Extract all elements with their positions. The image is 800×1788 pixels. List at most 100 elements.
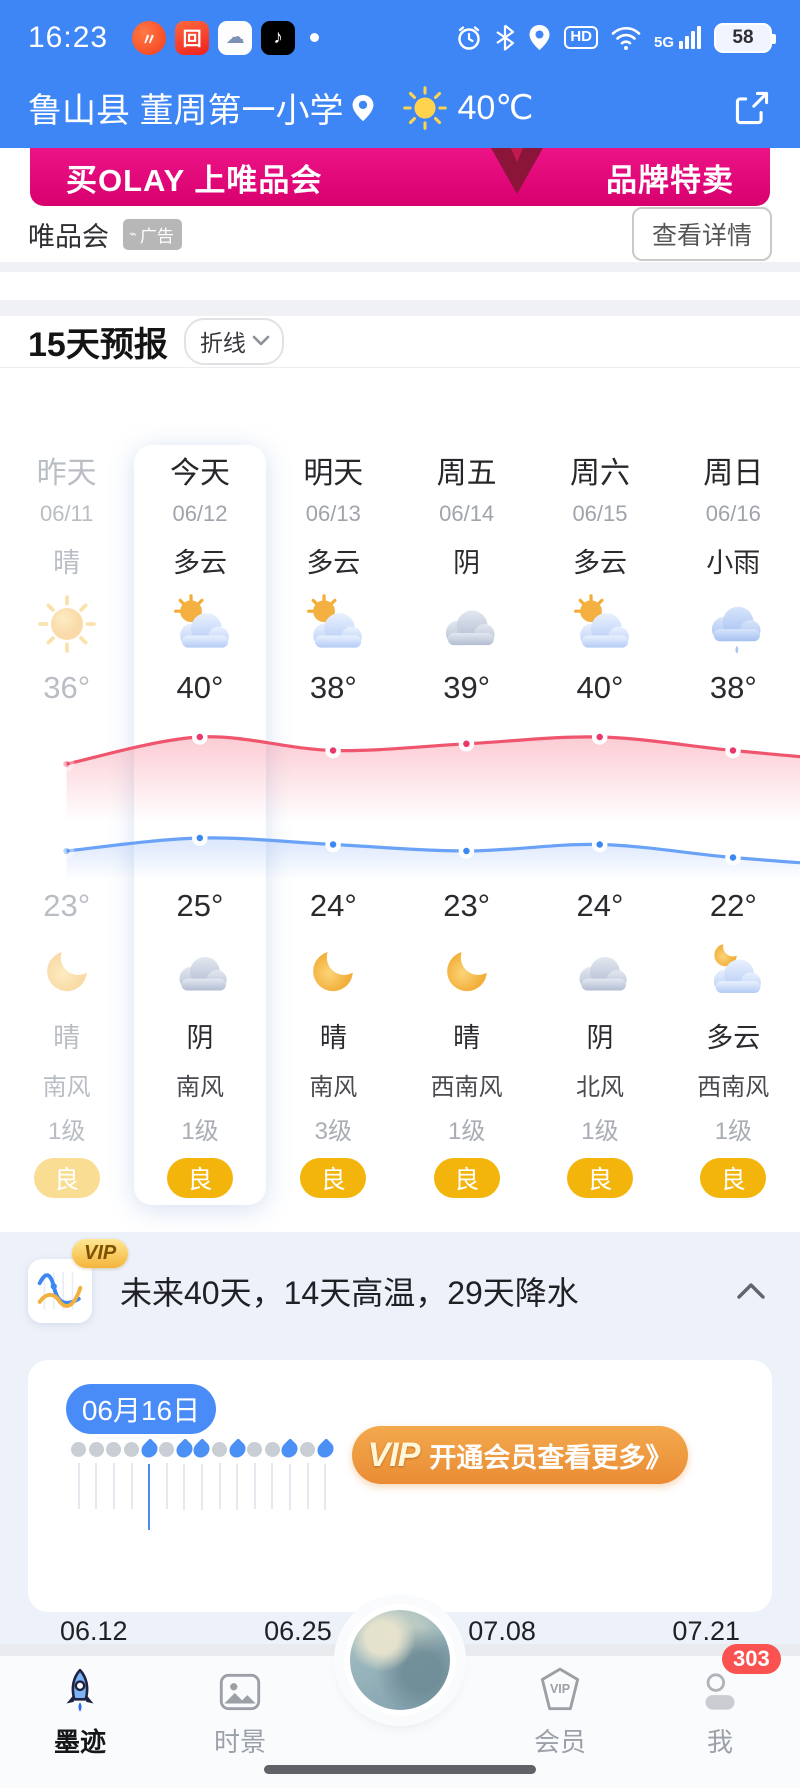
location-name: 鲁山县 董周第一小学 <box>28 92 344 130</box>
night-condition: 阴 <box>186 1022 214 1053</box>
high-temperature: 40° <box>176 670 224 705</box>
forecast-date[interactable]: 06/12 <box>172 501 228 526</box>
current-weather[interactable]: 40℃ <box>403 85 534 130</box>
ad-info-row: 唯品会 ⌁ 广告 查看详情 <box>0 206 800 262</box>
wind-level: 1级 <box>581 1117 619 1145</box>
wind-direction: 西南风 <box>697 1073 770 1101</box>
temperature-trend-chart <box>58 729 800 880</box>
aqi-badge[interactable]: 良 <box>33 1158 100 1198</box>
day-dot[interactable] <box>299 1442 317 1530</box>
nav-item-me[interactable]: 我 <box>640 1666 800 1759</box>
ad-banner[interactable]: 买OLAY 上唯品会 品牌特卖 <box>30 148 770 206</box>
forecast-date[interactable]: 06/16 <box>705 501 761 526</box>
forecast-date[interactable]: 06/15 <box>572 501 628 526</box>
wind-level: 1级 <box>714 1117 752 1145</box>
location-icon <box>529 25 550 50</box>
news-app-icon: 〃 <box>132 20 167 55</box>
day-dot[interactable] <box>211 1442 229 1530</box>
alarm-icon <box>458 25 481 50</box>
low-temperature: 25° <box>176 888 224 923</box>
forty-day-header[interactable]: VIP 未来40天，14天高温，29天降水 <box>28 1239 772 1330</box>
forecast-day-name[interactable]: 周五 <box>436 457 497 490</box>
day-dot[interactable] <box>70 1442 88 1530</box>
view-mode-label: 折线 <box>199 330 246 356</box>
selected-date-pill[interactable]: 06月16日 <box>66 1384 216 1434</box>
chevron-down-icon <box>252 335 270 346</box>
rain-day-dot[interactable] <box>225 1438 249 1530</box>
day-condition: 多云 <box>572 547 627 578</box>
aqi-badge[interactable]: 良 <box>300 1158 367 1198</box>
night-weather-icon <box>400 932 533 1008</box>
high-temperature: 38° <box>309 670 357 705</box>
clock: 16:23 <box>28 20 109 54</box>
rain-day-dot[interactable] <box>173 1438 196 1530</box>
forecast-date[interactable]: 06/11 <box>39 501 94 526</box>
aqi-badge[interactable]: 良 <box>700 1158 767 1198</box>
network-type: 5G <box>653 33 674 51</box>
rain-day-dot[interactable] <box>278 1438 302 1530</box>
forty-day-card: 06月16日 VIP 开通会员查看更多》 06.12 06.25 07.08 07.2… <box>28 1360 772 1646</box>
video-app-icon: 回 <box>175 20 210 55</box>
status-icons: HD 5G 58 <box>456 22 776 53</box>
douyin-app-icon: ♪ <box>261 20 296 55</box>
forecast-day-name[interactable]: 周六 <box>569 457 630 490</box>
home-indicator[interactable] <box>264 1765 536 1774</box>
day-dot[interactable] <box>264 1442 282 1530</box>
location-selector[interactable]: 鲁山县 董周第一小学 <box>28 83 375 132</box>
forty-day-chart-icon: VIP <box>28 1239 129 1323</box>
rain-day-dot[interactable] <box>137 1438 161 1530</box>
day-dot[interactable] <box>158 1442 176 1530</box>
forecast-day-name[interactable]: 今天 <box>169 457 230 490</box>
notification-count-badge: 303 <box>722 1644 781 1674</box>
aqi-badge[interactable]: 良 <box>166 1158 233 1198</box>
day-dot[interactable] <box>88 1442 106 1530</box>
low-temperature: 23° <box>43 888 91 923</box>
ad-banner-left-text: 买OLAY 上唯品会 <box>66 162 323 198</box>
day-condition: 多云 <box>172 547 227 578</box>
aqi-badge[interactable]: 良 <box>566 1158 633 1198</box>
bottom-navigation: 墨迹 时景 VIP 会员 我 303 <box>0 1604 800 1788</box>
collapse-chevron-up-icon[interactable] <box>736 1282 766 1300</box>
day-dot[interactable] <box>246 1442 264 1530</box>
nav-item-vip[interactable]: VIP 会员 <box>480 1666 640 1759</box>
forecast-date[interactable]: 06/13 <box>305 501 361 526</box>
day-dot[interactable] <box>123 1442 141 1530</box>
forecast-day-name[interactable]: 昨天 <box>36 457 97 490</box>
forty-day-axis-labels: 06.12 06.25 07.08 07.21 <box>28 1616 772 1647</box>
rain-day-dot[interactable] <box>313 1438 337 1530</box>
forecast-date[interactable]: 06/14 <box>439 501 495 526</box>
view-details-button[interactable]: 查看详情 <box>631 207 772 261</box>
axis-date-label: 07.21 <box>672 1616 740 1646</box>
forecast-day-name[interactable]: 明天 <box>303 457 364 490</box>
aqi-badge-cell: 良 <box>400 1150 533 1206</box>
section-divider <box>0 300 800 316</box>
day-dot[interactable] <box>105 1442 123 1530</box>
location-header: 鲁山县 董周第一小学 40℃ <box>0 75 800 148</box>
wind-level: 1级 <box>181 1117 219 1145</box>
battery-icon: 58 <box>714 22 776 53</box>
ad-label-badge: ⌁ 广告 <box>123 218 182 250</box>
low-temperature: 24° <box>309 888 357 923</box>
photo-icon <box>219 1673 261 1711</box>
high-temperature: 36° <box>43 670 91 705</box>
aqi-badge[interactable]: 良 <box>433 1158 500 1198</box>
nav-label: 我 <box>706 1727 733 1757</box>
wind-direction: 北风 <box>575 1073 624 1101</box>
wind-level: 1级 <box>447 1117 486 1145</box>
rain-day-dot[interactable] <box>190 1438 214 1530</box>
view-mode-dropdown[interactable]: 折线 <box>183 318 284 365</box>
nav-item-home[interactable]: 墨迹 <box>0 1666 160 1759</box>
high-temperature: 40° <box>576 670 624 705</box>
low-temperature: 23° <box>443 888 491 923</box>
current-temperature: 40℃ <box>457 88 534 127</box>
nav-item-scenery[interactable]: 时景 <box>160 1666 320 1759</box>
forecast-panel: 昨天 今天 明天 周五 周六 周日 06/11 06/12 06/13 06/14 06/15 06/… <box>0 368 800 1232</box>
forecast-day-name[interactable]: 周日 <box>703 457 764 490</box>
ad-banner-right-text: 品牌特卖 <box>606 162 734 198</box>
forty-day-dot-slider[interactable] <box>70 1438 337 1530</box>
vip-badge: VIP <box>72 1239 129 1268</box>
open-vip-button[interactable]: VIP 开通会员查看更多》 <box>352 1426 688 1484</box>
nav-center-scene-button[interactable] <box>344 1604 456 1716</box>
share-icon[interactable] <box>732 88 772 128</box>
high-temperature: 38° <box>709 670 757 705</box>
